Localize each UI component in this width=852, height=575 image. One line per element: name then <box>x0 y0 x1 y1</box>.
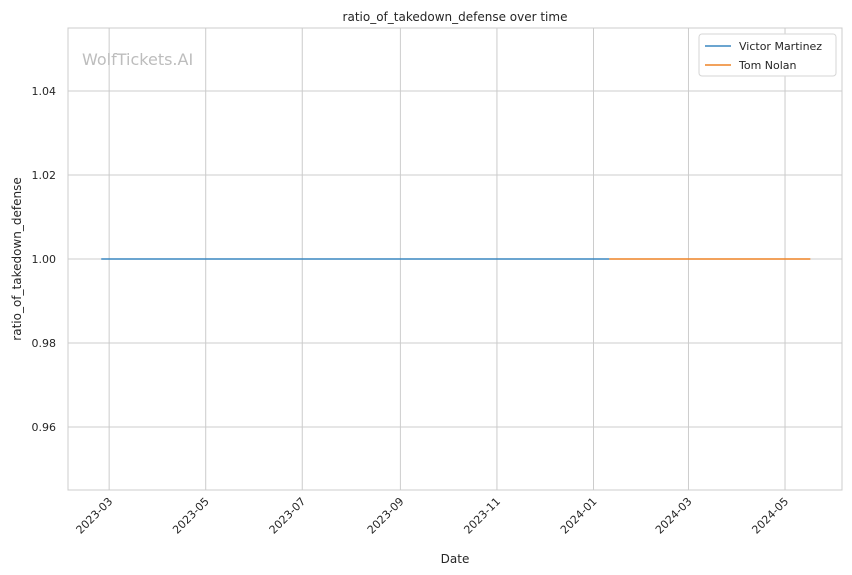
y-tick-label: 0.98 <box>32 337 57 350</box>
x-tick-label: 2023-09 <box>365 495 407 537</box>
y-tick-label: 1.04 <box>32 85 57 98</box>
x-tick-label: 2024-01 <box>558 495 600 537</box>
legend-label: Tom Nolan <box>738 59 797 72</box>
x-tick-label: 2023-11 <box>461 495 503 537</box>
chart-title: ratio_of_takedown_defense over time <box>343 10 568 24</box>
y-tick-label: 1.00 <box>32 253 57 266</box>
y-tick-label: 0.96 <box>32 421 57 434</box>
x-tick-label: 2023-05 <box>170 495 212 537</box>
x-tick-label: 2024-03 <box>653 495 695 537</box>
x-tick-label: 2023-07 <box>267 495 309 537</box>
y-axis-label: ratio_of_takedown_defense <box>10 177 24 340</box>
x-tick-label: 2023-03 <box>74 495 116 537</box>
x-tick-label: 2024-05 <box>749 495 791 537</box>
watermark: WolfTickets.AI <box>82 50 193 69</box>
y-tick-label: 1.02 <box>32 169 57 182</box>
legend: Victor Martinez Tom Nolan <box>698 33 837 77</box>
x-axis-label: Date <box>441 552 470 566</box>
legend-label: Victor Martinez <box>739 40 822 53</box>
